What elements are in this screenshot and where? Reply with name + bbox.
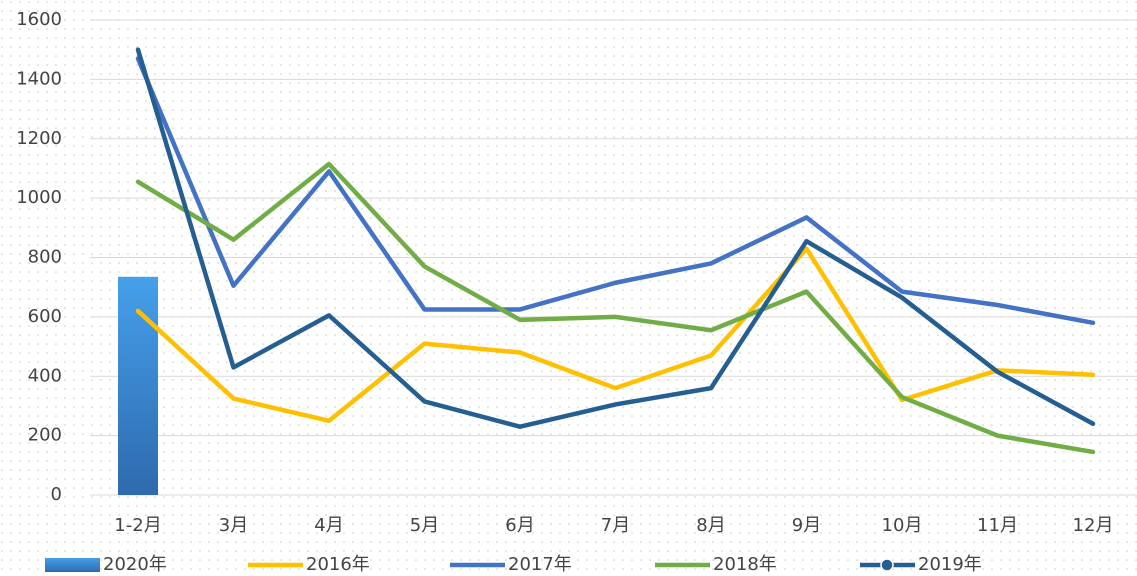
y-tick-label: 1400	[16, 68, 62, 89]
legend-label: 2017年	[508, 554, 572, 575]
y-tick-label: 1000	[16, 187, 62, 208]
legend-label: 2020年	[103, 554, 167, 575]
legend-swatch	[45, 558, 100, 572]
legend-label: 2018年	[713, 554, 777, 575]
line-series	[135, 56, 1096, 326]
x-tick-label: 10月	[882, 515, 923, 536]
x-tick-label: 6月	[505, 515, 534, 536]
x-tick-label: 7月	[601, 515, 630, 536]
legend-label: 2016年	[306, 554, 370, 575]
x-tick-label: 11月	[977, 515, 1018, 536]
x-tick-label: 9月	[792, 515, 821, 536]
y-tick-label: 800	[28, 247, 62, 268]
y-tick-label: 0	[51, 484, 62, 505]
y-tick-label: 600	[28, 306, 62, 327]
legend-marker	[880, 558, 894, 572]
x-tick-label: 1-2月	[114, 515, 161, 536]
y-tick-label: 1200	[16, 128, 62, 149]
x-tick-label: 4月	[314, 515, 343, 536]
line-series	[135, 47, 1096, 429]
line-series	[135, 161, 1096, 455]
x-tick-label: 5月	[410, 515, 439, 536]
y-tick-label: 1600	[16, 9, 62, 30]
line-series	[135, 246, 1096, 424]
y-tick-label: 400	[28, 365, 62, 386]
legend-label: 2019年	[918, 554, 982, 575]
x-tick-label: 8月	[696, 515, 725, 536]
x-tick-label: 3月	[219, 515, 248, 536]
y-tick-label: 200	[28, 425, 62, 446]
x-tick-label: 12月	[1073, 515, 1114, 536]
